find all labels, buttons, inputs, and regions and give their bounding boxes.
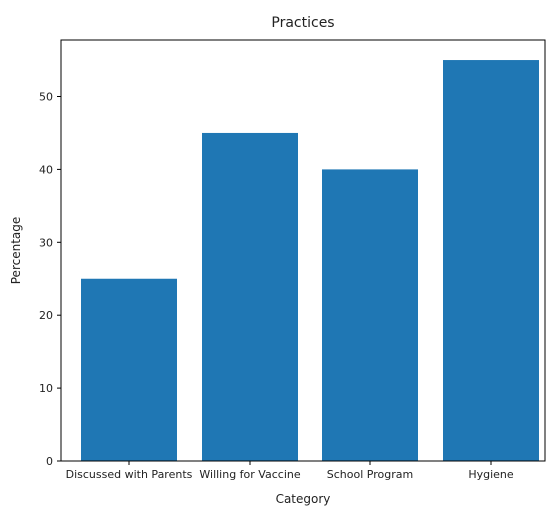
x-tick-label: Willing for Vaccine <box>199 468 300 481</box>
bar <box>81 278 177 461</box>
x-axis-title: Category <box>276 492 331 506</box>
x-tick-label: School Program <box>327 468 413 481</box>
y-tick-label: 20 <box>39 309 53 322</box>
y-tick-label: 50 <box>39 90 53 103</box>
y-tick-label: 30 <box>39 236 53 249</box>
bar <box>443 60 539 462</box>
bar <box>322 169 418 462</box>
y-tick-label: 40 <box>39 163 53 176</box>
y-tick-label: 10 <box>39 382 53 395</box>
x-tick-label: Hygiene <box>468 468 514 481</box>
x-tick-label: Discussed with Parents <box>66 468 193 481</box>
plot-frame <box>60 39 546 462</box>
y-axis-title: Percentage <box>9 217 23 285</box>
bar <box>202 132 298 461</box>
bars-layer <box>81 60 539 462</box>
y-tick-label: 0 <box>46 455 53 468</box>
ticks-layer: Discussed with Parents Willing for Vaccin… <box>39 90 514 481</box>
chart-title: Practices <box>271 15 334 31</box>
